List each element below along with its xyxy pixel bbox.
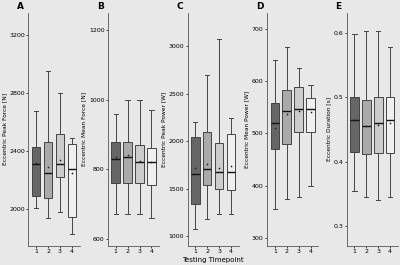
PathPatch shape — [147, 148, 156, 185]
X-axis label: Testing Timepoint: Testing Timepoint — [182, 257, 244, 263]
Text: B: B — [97, 2, 104, 11]
PathPatch shape — [191, 136, 200, 204]
Text: E: E — [335, 2, 342, 11]
PathPatch shape — [362, 100, 370, 154]
PathPatch shape — [374, 97, 382, 153]
PathPatch shape — [215, 143, 224, 189]
PathPatch shape — [44, 143, 52, 198]
PathPatch shape — [306, 98, 315, 132]
Y-axis label: Eccentric Mean Force [N]: Eccentric Mean Force [N] — [82, 92, 87, 166]
PathPatch shape — [123, 142, 132, 183]
PathPatch shape — [112, 142, 120, 183]
Y-axis label: Eccentric Peak Power [W]: Eccentric Peak Power [W] — [161, 92, 166, 167]
PathPatch shape — [32, 147, 40, 196]
PathPatch shape — [350, 97, 359, 152]
Y-axis label: Eccentric Duration [s]: Eccentric Duration [s] — [326, 97, 331, 161]
Text: A: A — [17, 2, 24, 11]
PathPatch shape — [68, 144, 76, 217]
PathPatch shape — [282, 90, 291, 144]
Y-axis label: Eccentric Mean Power [W]: Eccentric Mean Power [W] — [245, 91, 250, 168]
PathPatch shape — [227, 134, 235, 190]
Text: D: D — [256, 2, 263, 11]
PathPatch shape — [294, 87, 303, 132]
PathPatch shape — [56, 134, 64, 177]
PathPatch shape — [270, 103, 279, 149]
PathPatch shape — [135, 145, 144, 183]
PathPatch shape — [386, 97, 394, 153]
Y-axis label: Eccentric Peak Force [N]: Eccentric Peak Force [N] — [2, 93, 7, 165]
PathPatch shape — [203, 132, 212, 185]
Text: C: C — [176, 2, 183, 11]
